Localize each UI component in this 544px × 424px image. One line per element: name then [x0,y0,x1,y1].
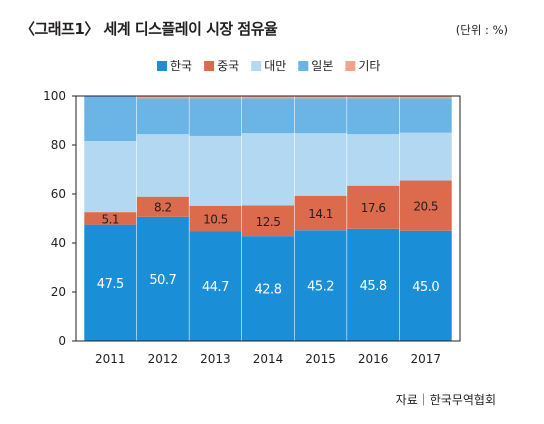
x-tick-label: 2012 [148,352,179,366]
bar-segment [84,96,137,142]
legend-label: 한국 [170,59,192,73]
bar-segment [399,96,452,99]
bar-segment [136,96,189,99]
bar-segment [84,141,137,213]
bar-segment [136,216,189,341]
y-tick-label: 60 [51,187,66,201]
bar-segment [242,96,294,99]
bar-segment [242,133,294,206]
bar-segment [347,134,400,186]
x-tick-label: 2017 [410,352,441,366]
bar-segment [294,98,347,134]
bar-segment [294,133,347,196]
x-axis: 2011 2012 2013 2014 2015 2016 2017 [95,352,441,366]
y-tick-label: 40 [51,236,66,250]
data-label: 20.5 [413,200,438,214]
bar-segment [347,228,400,341]
legend-label: 중국 [217,59,239,73]
bar-segment [189,205,242,232]
legend-swatch [204,61,215,71]
plot-frame [75,95,461,342]
data-label: 17.6 [361,201,386,215]
data-label: 45.0 [412,280,439,295]
y-tick-label: 20 [51,285,66,299]
bars [84,96,452,341]
legend: 한국 중국 대만 일본 기타 [157,59,380,73]
bar-segment [399,98,452,133]
data-label: 50.7 [149,273,176,288]
y-tick-label: 100 [43,89,66,103]
legend-swatch [157,61,167,71]
data-labels: 47.5 5.1 50.7 8.2 44.7 10.5 42.8 12.5 45.2 14.1 45… [97,200,440,298]
bar-segment [189,135,242,206]
bar-segment [294,230,347,341]
bar-segment [189,231,242,341]
bar-segment [347,96,400,99]
data-label: 42.8 [255,283,282,298]
x-tick-label: 2011 [95,352,126,366]
bar-segment [347,185,400,229]
y-tick-label: 80 [51,138,66,152]
data-label: 45.2 [307,280,334,295]
bar-segment [399,132,452,181]
legend-swatch [298,61,309,71]
bar-segment [347,98,400,135]
data-label: 14.1 [308,207,333,221]
data-label: 45.8 [360,279,387,294]
data-label: 5.1 [101,212,119,226]
x-tick-label: 2015 [305,352,336,366]
bar-segment [136,196,189,217]
bar-segment [189,96,242,99]
unit-label: (단위 : %) [455,23,508,37]
bar-segment [294,96,347,99]
data-label: 10.5 [203,213,228,227]
data-label: 44.7 [202,280,229,295]
bar-segment [242,236,294,341]
bar-segment [399,180,452,231]
bar-segment [136,134,189,197]
data-label: 8.2 [154,201,172,215]
y-axis: 0 20 40 60 80 100 [43,89,76,348]
bar-segment [242,205,294,237]
x-tick-label: 2016 [358,352,389,366]
legend-swatch [251,61,262,71]
legend-label: 일본 [311,59,333,73]
source-label: 자료｜한국무역협회 [395,393,496,407]
legend-label: 대만 [264,59,286,73]
chart-title: 〈그래프1〉 세계 디스플레이 시장 점유율 [20,20,278,38]
bar-segment [136,98,189,135]
legend-swatch [345,61,356,71]
bar-segment [84,224,137,341]
data-label: 47.5 [97,277,124,292]
bar-segment [399,230,452,341]
data-label: 12.5 [256,215,281,229]
y-tick-label: 0 [58,334,66,348]
bar-segment [189,98,242,136]
x-tick-label: 2013 [200,352,231,366]
bar-segment [84,212,137,225]
x-tick-label: 2014 [253,352,284,366]
bar-segment [242,98,294,134]
legend-label: 기타 [358,59,380,73]
bar-segment [294,195,347,231]
